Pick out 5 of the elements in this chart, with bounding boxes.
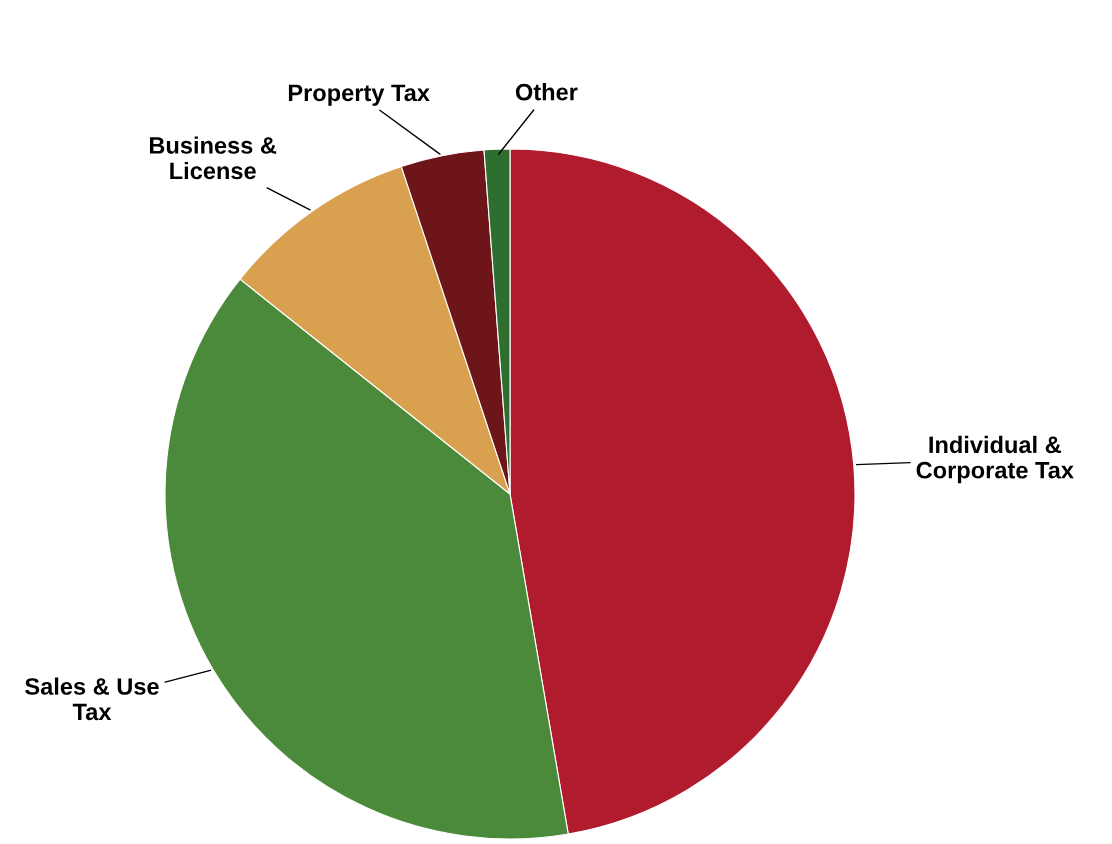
slice-label: Sales & Use Tax xyxy=(25,677,159,721)
slice-label: Other xyxy=(515,83,578,101)
slice-label: Individual & Corporate Tax xyxy=(916,435,1074,484)
slice-label: Business & License xyxy=(149,136,277,180)
slice-label: Property Tax xyxy=(288,84,430,106)
